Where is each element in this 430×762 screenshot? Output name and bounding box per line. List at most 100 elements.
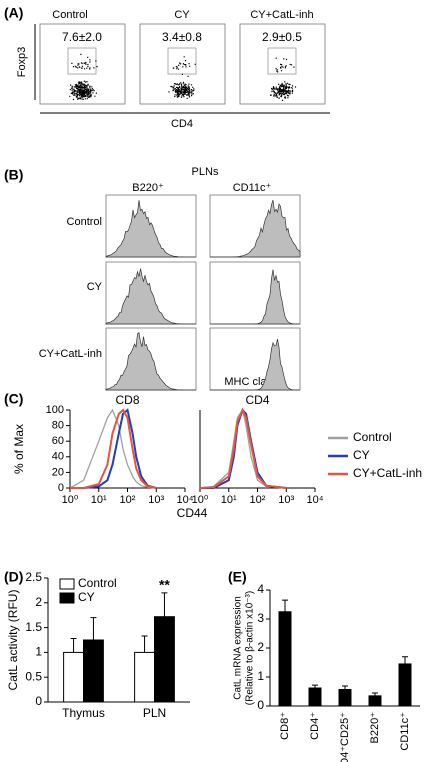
panel-label: (C) — [4, 391, 23, 407]
bar — [134, 651, 155, 703]
x-tick-label: Thymus — [62, 706, 105, 720]
series-line — [70, 408, 157, 489]
x-tick-label: CD8⁺ — [279, 712, 291, 740]
y-tick-label: 0.5 — [25, 669, 42, 683]
histogram — [210, 339, 300, 391]
bar — [83, 639, 104, 703]
error-bar — [402, 656, 408, 664]
series-line — [199, 408, 287, 489]
y-axis-label: CatL mRNA expression — [233, 596, 244, 700]
plot-frame — [39, 23, 126, 105]
histogram — [105, 268, 196, 325]
plot-frame — [139, 23, 226, 105]
histogram — [210, 269, 300, 325]
y-tick-label: 4 — [257, 582, 264, 596]
x-tick-label: CD11c⁺ — [399, 712, 411, 751]
error-bar — [90, 617, 97, 640]
error-bar — [161, 592, 168, 617]
y-axis-label: CatL activity (RFU) — [6, 590, 20, 691]
plot-title: CY+CatL-inh — [250, 9, 313, 21]
histogram — [105, 331, 196, 391]
panel-label: (E) — [228, 569, 247, 585]
y-tick-label: 2.5 — [25, 570, 42, 584]
y-tick-label: 80 — [52, 420, 64, 432]
error-bar — [70, 638, 77, 653]
bar — [308, 687, 322, 707]
error-bar — [282, 599, 288, 612]
x-tick-label: 10² — [120, 494, 136, 506]
panel-title: PLNs — [192, 166, 219, 178]
dot-plot — [69, 53, 98, 101]
gate — [67, 47, 97, 75]
x-tick-label: 10⁰ — [62, 494, 79, 506]
bar — [368, 695, 382, 707]
gate-value: 2.9±0.5 — [262, 30, 302, 44]
y-tick-label: 1.5 — [25, 620, 42, 634]
x-tick-label: 10¹ — [221, 494, 237, 506]
x-tick-label: 10⁴ — [307, 494, 324, 506]
dot-plot — [269, 57, 297, 101]
dot-plot — [168, 56, 196, 99]
error-bar — [342, 685, 348, 690]
bar — [154, 616, 175, 703]
x-tick-label: PLN — [143, 706, 166, 720]
x-axis-label: CD44 — [177, 506, 208, 520]
x-tick-label: 10² — [250, 494, 266, 506]
y-tick-label: 0 — [257, 698, 264, 712]
y-tick-label: 0 — [35, 694, 42, 708]
y-axis-label: % of Max — [12, 424, 26, 474]
legend-label: CY — [78, 590, 95, 604]
series-line — [200, 408, 287, 489]
y-axis-label: (Relative to β-actin x10⁻³) — [245, 591, 256, 705]
y-tick-label: 1 — [257, 669, 264, 683]
y-tick-label: 100 — [46, 404, 64, 416]
plot-title: CY — [174, 9, 190, 21]
error-bar — [141, 635, 148, 653]
x-tick-label: B220⁺ — [369, 712, 381, 744]
x-tick-label: 10³ — [148, 494, 164, 506]
legend-label: CY+CatL-inh — [353, 466, 422, 480]
row-label: Control — [67, 216, 102, 228]
legend-label: Control — [353, 430, 392, 444]
column-header: B220⁺ — [132, 182, 164, 194]
legend-label: CY — [353, 448, 370, 462]
plot-title: CD4 — [245, 393, 269, 407]
plot-frame — [209, 261, 301, 325]
gate — [267, 47, 297, 75]
legend-label: Control — [78, 576, 117, 590]
panel-label: (D) — [4, 569, 23, 585]
bar — [278, 611, 292, 707]
column-header: CD11c⁺ — [233, 182, 272, 194]
plot-frame — [239, 23, 326, 105]
x-tick-label: 10³ — [278, 494, 294, 506]
bar — [63, 651, 84, 703]
y-tick-label: 60 — [52, 435, 64, 447]
y-tick-label: 3 — [257, 611, 264, 625]
y-tick-label: 0 — [58, 482, 64, 494]
annotation: ** — [159, 577, 170, 593]
bar — [398, 663, 412, 707]
plot-title: Control — [52, 9, 87, 21]
row-label: CY+CatL-inh — [39, 348, 102, 360]
bar — [338, 688, 352, 707]
y-tick-label: 2 — [257, 640, 264, 654]
x-tick-label: 10⁴ — [177, 494, 194, 506]
y-tick-label: 40 — [52, 451, 64, 463]
series-line — [199, 407, 287, 489]
x-tick-label: CD4⁺CD25⁺ — [339, 712, 351, 762]
legend-swatch — [59, 592, 75, 604]
row-label: CY — [87, 281, 103, 293]
y-tick-label: 20 — [52, 466, 64, 478]
y-tick-label: 1 — [35, 645, 42, 659]
histogram — [105, 200, 196, 258]
series-line — [69, 408, 157, 489]
panel-label: (A) — [4, 5, 23, 21]
panel-label: (B) — [4, 167, 23, 183]
plot-title: CD8 — [115, 393, 139, 407]
error-bar — [312, 684, 318, 689]
histogram — [210, 199, 301, 258]
gate-value: 7.6±2.0 — [62, 30, 102, 44]
x-axis-label: CD4 — [171, 118, 193, 130]
